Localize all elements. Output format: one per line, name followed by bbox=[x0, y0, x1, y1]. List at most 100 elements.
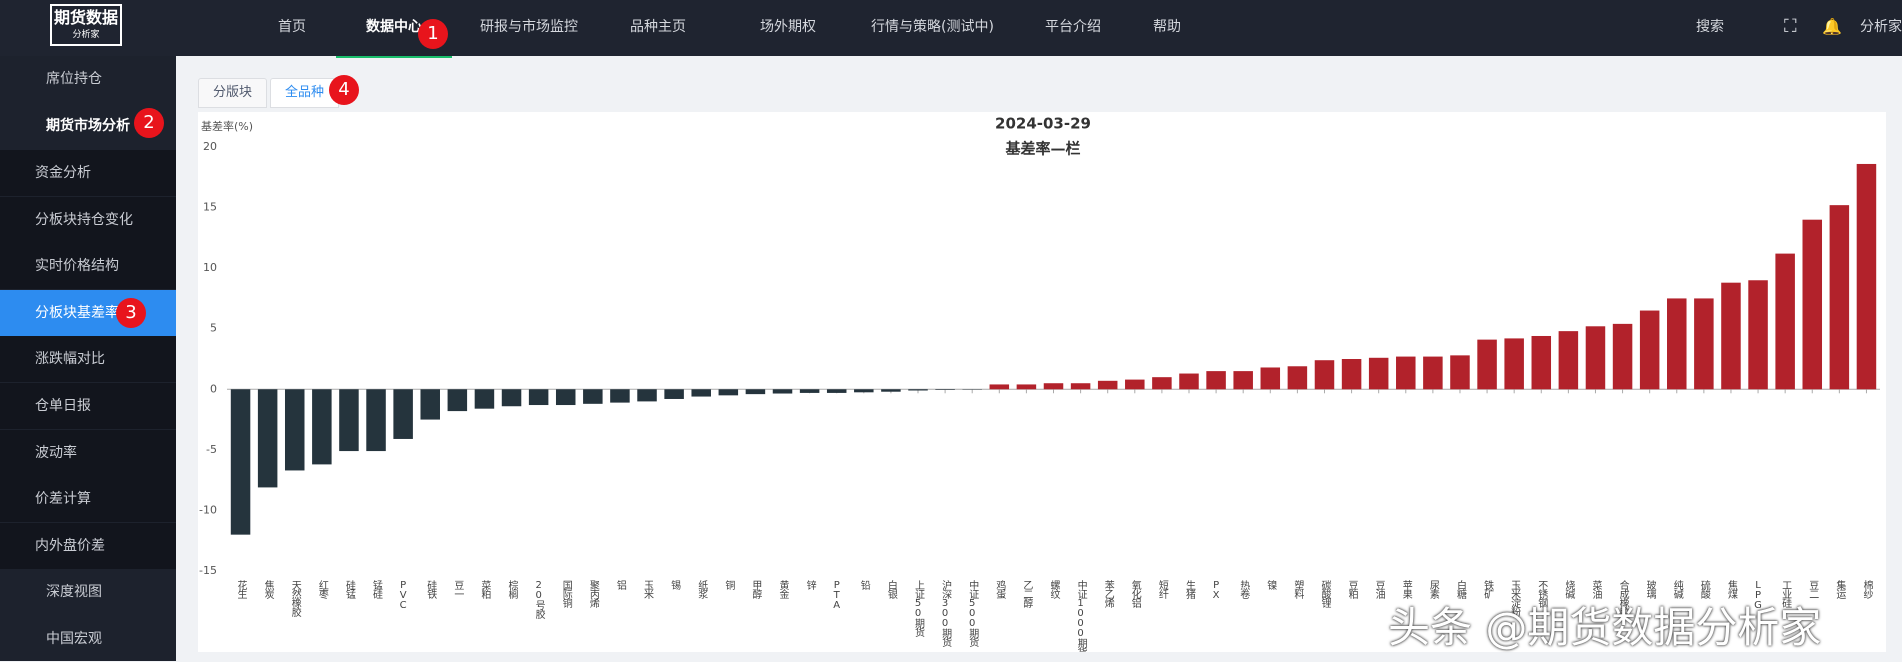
menu-item[interactable]: 波动率 bbox=[0, 430, 176, 476]
y-tick-label: 15 bbox=[203, 201, 217, 214]
bar bbox=[1694, 298, 1714, 389]
menu-item[interactable]: 资金分析 bbox=[0, 150, 176, 196]
bar bbox=[1802, 220, 1822, 390]
nav-item[interactable]: 行情与策略(测试中) bbox=[871, 0, 994, 56]
y-tick-label: -15 bbox=[199, 564, 217, 577]
nav-item[interactable]: 帮助 bbox=[1153, 0, 1181, 56]
bar bbox=[1667, 298, 1687, 389]
menu-item[interactable]: 价差计算 bbox=[0, 476, 176, 522]
menu-item[interactable]: 内外盘价差 bbox=[0, 523, 176, 569]
bar bbox=[1288, 366, 1308, 389]
watermark: 头条 @期货数据分析家 bbox=[1388, 594, 1821, 655]
bar bbox=[420, 389, 440, 419]
x-tick-label: 纸浆 bbox=[696, 579, 708, 599]
bar bbox=[1179, 374, 1199, 390]
bar bbox=[637, 389, 657, 401]
bar bbox=[1342, 359, 1362, 389]
bar bbox=[1640, 311, 1660, 390]
menu-item[interactable]: 分板块持仓变化 bbox=[0, 197, 176, 243]
x-tick-label: 短纤 bbox=[1156, 579, 1168, 600]
bar bbox=[529, 389, 549, 405]
y-axis-label: 基差率(%) bbox=[201, 119, 253, 133]
bell-icon[interactable]: 🔔 bbox=[1822, 0, 1842, 56]
bar bbox=[827, 389, 847, 393]
x-tick-label: 红枣 bbox=[316, 579, 328, 600]
bar bbox=[1857, 164, 1877, 389]
nav-item[interactable]: 场外期权 bbox=[760, 0, 816, 56]
x-tick-label: 铜 bbox=[723, 580, 735, 591]
x-tick-label: PTA bbox=[831, 580, 842, 610]
y-tick-label: 0 bbox=[210, 382, 217, 395]
bar bbox=[312, 389, 332, 464]
x-tick-label: 焦炭 bbox=[262, 579, 274, 600]
x-tick-label: 棕榈 bbox=[506, 579, 518, 600]
menu-item[interactable]: 实时价格结构 bbox=[0, 243, 176, 289]
bar bbox=[339, 389, 359, 451]
x-tick-label: 甲醇 bbox=[750, 580, 762, 600]
nav-item[interactable]: 品种主页 bbox=[630, 0, 686, 56]
menu-group[interactable]: 深度视图 bbox=[0, 569, 176, 615]
y-tick-label: 5 bbox=[210, 322, 217, 335]
user-name[interactable]: 分析家 bbox=[1860, 0, 1902, 56]
bar bbox=[1586, 326, 1606, 389]
x-tick-label: 中证500期货 bbox=[967, 579, 979, 648]
bar bbox=[1206, 371, 1226, 389]
bar bbox=[1369, 358, 1389, 389]
x-tick-label: 热卷 bbox=[1238, 579, 1250, 599]
bar bbox=[854, 389, 874, 392]
bar bbox=[1152, 377, 1172, 389]
annotation-badge: 4 bbox=[329, 75, 359, 105]
bar bbox=[1748, 280, 1768, 389]
x-tick-label: 集运 bbox=[1834, 579, 1846, 600]
x-tick-label: 塑料 bbox=[1292, 580, 1304, 600]
menu-item[interactable]: 涨跌幅对比 bbox=[0, 336, 176, 382]
x-tick-label: 鸡蛋 bbox=[994, 579, 1006, 600]
search[interactable]: 搜索 bbox=[1696, 0, 1724, 56]
nav-item[interactable]: 首页 bbox=[278, 0, 306, 56]
bar bbox=[1044, 383, 1064, 389]
annotation-badge: 1 bbox=[418, 19, 448, 49]
tab[interactable]: 分版块 bbox=[198, 78, 267, 108]
x-tick-label: 菜粕 bbox=[479, 580, 491, 600]
bar bbox=[990, 384, 1010, 389]
menu-group[interactable]: 中国宏观 bbox=[0, 616, 176, 662]
x-tick-label: 20号胶 bbox=[533, 580, 545, 620]
bar bbox=[231, 389, 251, 534]
bar bbox=[1775, 254, 1795, 390]
bar bbox=[664, 389, 684, 399]
top-bar: 期货数据 分析家 首页数据中心研报与市场监控品种主页场外期权行情与策略(测试中)… bbox=[0, 0, 1902, 56]
nav-item[interactable]: 研报与市场监控 bbox=[480, 0, 578, 56]
bar bbox=[610, 389, 630, 402]
menu-group[interactable]: 席位持仓 bbox=[0, 56, 176, 102]
x-tick-label: 天然橡胶 bbox=[289, 580, 301, 618]
x-tick-label: 白银 bbox=[885, 579, 897, 600]
x-tick-label: 锰硅 bbox=[371, 579, 383, 599]
annotation-badge: 2 bbox=[134, 108, 164, 138]
menu-item[interactable]: 仓单日报 bbox=[0, 383, 176, 429]
x-tick-label: 生猪 bbox=[1183, 579, 1195, 600]
bar bbox=[1477, 340, 1497, 390]
logo[interactable]: 期货数据 分析家 bbox=[50, 4, 122, 46]
x-tick-label: 乙二醇 bbox=[1021, 580, 1033, 609]
bar bbox=[583, 389, 603, 404]
x-tick-label: 锡 bbox=[669, 579, 681, 591]
x-tick-label: 豆油 bbox=[1373, 580, 1385, 599]
x-tick-label: 苯乙烯 bbox=[1102, 579, 1114, 609]
nav-item[interactable]: 平台介绍 bbox=[1045, 0, 1101, 56]
bar bbox=[285, 389, 305, 470]
annotation-badge: 3 bbox=[116, 298, 146, 328]
bar bbox=[1613, 324, 1633, 389]
chart: 2024-03-29 基差率—栏 基差率(%) -15-10-505101520… bbox=[198, 112, 1886, 652]
bar bbox=[1450, 355, 1470, 389]
bar bbox=[556, 389, 576, 405]
menu-item[interactable]: 分板块基差率 bbox=[0, 290, 176, 336]
sidebar: 席位持仓期货市场分析资金分析分板块持仓变化实时价格结构分板块基差率涨跌幅对比仓单… bbox=[0, 56, 176, 661]
logo-text: 期货数据 bbox=[52, 6, 120, 30]
bar bbox=[1098, 381, 1118, 389]
bar bbox=[1396, 357, 1416, 390]
bar bbox=[746, 389, 766, 394]
fullscreen-icon[interactable]: ⛶ bbox=[1784, 0, 1797, 56]
x-tick-label: 花生 bbox=[235, 579, 247, 599]
x-tick-label: 上证50期货 bbox=[913, 580, 925, 638]
